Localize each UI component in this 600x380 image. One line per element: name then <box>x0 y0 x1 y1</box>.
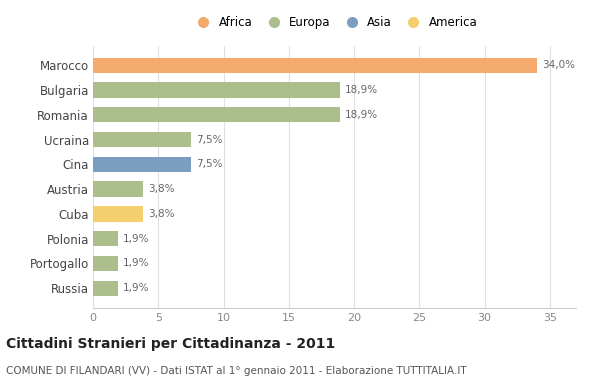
Bar <box>93 256 118 271</box>
Text: 34,0%: 34,0% <box>542 60 575 70</box>
Bar <box>93 280 118 296</box>
Bar <box>93 107 340 122</box>
Text: 1,9%: 1,9% <box>123 283 149 293</box>
Bar <box>93 82 340 98</box>
Text: COMUNE DI FILANDARI (VV) - Dati ISTAT al 1° gennaio 2011 - Elaborazione TUTTITAL: COMUNE DI FILANDARI (VV) - Dati ISTAT al… <box>6 366 467 376</box>
Text: Cittadini Stranieri per Cittadinanza - 2011: Cittadini Stranieri per Cittadinanza - 2… <box>6 337 335 351</box>
Text: 7,5%: 7,5% <box>196 135 223 144</box>
Text: 1,9%: 1,9% <box>123 258 149 268</box>
Bar <box>93 206 143 222</box>
Legend: Africa, Europa, Asia, America: Africa, Europa, Asia, America <box>188 12 481 32</box>
Bar <box>93 231 118 246</box>
Bar <box>93 57 537 73</box>
Bar <box>93 132 191 147</box>
Text: 18,9%: 18,9% <box>345 85 378 95</box>
Text: 18,9%: 18,9% <box>345 110 378 120</box>
Bar <box>93 157 191 172</box>
Text: 3,8%: 3,8% <box>148 184 175 194</box>
Bar <box>93 181 143 197</box>
Text: 7,5%: 7,5% <box>196 159 223 169</box>
Text: 1,9%: 1,9% <box>123 234 149 244</box>
Text: 3,8%: 3,8% <box>148 209 175 219</box>
